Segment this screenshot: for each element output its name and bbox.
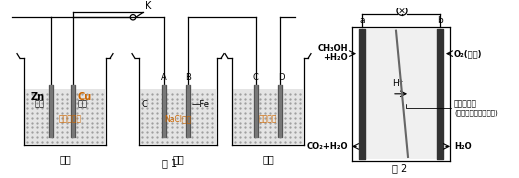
Text: D: D: [278, 73, 284, 82]
Bar: [25, 89, 105, 143]
Text: 甲池: 甲池: [59, 154, 71, 164]
Text: 乙池: 乙池: [172, 154, 184, 164]
Text: C: C: [252, 73, 258, 82]
Text: NaCl溶液: NaCl溶液: [165, 114, 192, 123]
Text: 质子交换膜: 质子交换膜: [454, 99, 477, 108]
Text: H₂O: H₂O: [454, 142, 472, 151]
Text: 电极: 电极: [35, 100, 45, 109]
Text: H⁺: H⁺: [392, 79, 404, 88]
Bar: [140, 89, 216, 143]
Text: CH₃OH: CH₃OH: [318, 44, 348, 53]
Bar: [233, 89, 303, 143]
Text: C: C: [142, 100, 148, 109]
Text: 稀硫酸溶液: 稀硫酸溶液: [59, 114, 81, 123]
Text: K: K: [145, 1, 152, 11]
Text: Cu: Cu: [78, 92, 92, 102]
Text: CO₂+H₂O: CO₂+H₂O: [307, 142, 348, 151]
Text: a: a: [359, 16, 365, 25]
Text: Zn: Zn: [31, 92, 45, 102]
Text: B: B: [185, 73, 191, 82]
Text: A: A: [161, 73, 167, 82]
Text: 电极: 电极: [78, 100, 88, 109]
Text: (电解质溶液为稀硫酸): (电解质溶液为稀硫酸): [454, 110, 498, 116]
Text: +H₂O: +H₂O: [323, 53, 348, 62]
Text: b: b: [437, 16, 443, 25]
Text: O₂(空气): O₂(空气): [454, 49, 483, 58]
Text: —Fe: —Fe: [192, 100, 210, 109]
Text: 丙池: 丙池: [262, 154, 274, 164]
Text: 图 1: 图 1: [162, 158, 177, 168]
Bar: [365, 29, 437, 159]
Text: 图 2: 图 2: [392, 163, 407, 173]
Text: 某盐溶液: 某盐溶液: [259, 114, 277, 123]
